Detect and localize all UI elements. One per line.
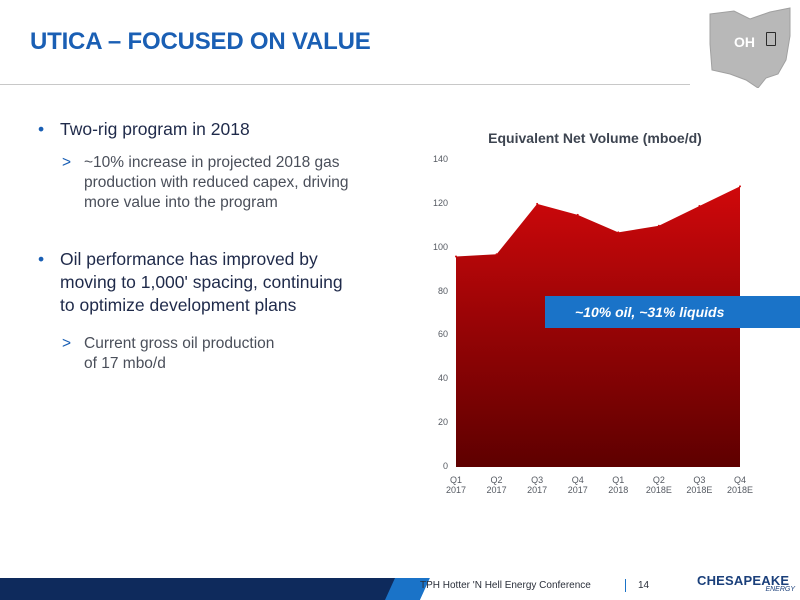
x-tick-label: Q1 2017 <box>445 475 467 495</box>
logo-wordmark: CHESAPEAKE <box>697 573 790 588</box>
location-marker-icon <box>766 32 776 46</box>
state-label: OH <box>734 34 755 50</box>
y-tick-label: 40 <box>437 373 448 384</box>
bullet-item: • Oil performance has improved by moving… <box>38 248 343 317</box>
sub-bullet-item: > ~10% increase in projected 2018 gas pr… <box>62 153 349 213</box>
logo-subtitle: ENERGY <box>765 586 795 593</box>
x-tick-label: Q2 2018E <box>645 475 672 495</box>
bullet-text: Oil performance has improved by moving t… <box>60 249 343 315</box>
x-tick-label: Q2 2017 <box>486 475 507 495</box>
data-point <box>576 213 579 216</box>
data-point <box>536 202 539 205</box>
sub-bullet-arrow: > <box>62 335 72 352</box>
y-tick-label: 140 <box>432 154 448 164</box>
footer-conference: TPH Hotter 'N Hell Energy Conference <box>420 580 591 591</box>
data-point <box>739 185 741 188</box>
bullet-item: • Two-rig program in 2018 <box>38 118 250 141</box>
page-title: UTICA – FOCUSED ON VALUE <box>30 28 371 55</box>
y-tick-label: 60 <box>437 329 448 340</box>
ohio-map-icon <box>709 7 791 88</box>
bullet-text: Two-rig program in 2018 <box>60 119 250 139</box>
sub-bullet-arrow: > <box>62 154 72 171</box>
y-tick-label: 80 <box>437 285 448 296</box>
x-tick-label: Q3 2017 <box>527 475 548 495</box>
y-tick-label: 120 <box>432 197 448 208</box>
y-tick-label: 0 <box>442 461 448 471</box>
footer-separator <box>625 579 626 592</box>
x-tick-label: Q4 2018E <box>726 475 754 495</box>
x-tick-label: Q4 2017 <box>567 475 588 495</box>
data-point <box>698 205 701 208</box>
x-tick-label: Q1 2018 <box>608 475 629 495</box>
y-tick-label: 20 <box>437 417 448 428</box>
sub-bullet-text: ~10% increase in projected 2018 gas prod… <box>84 154 349 211</box>
chart-title: Equivalent Net Volume (mboe/d) <box>488 130 702 146</box>
data-point <box>455 255 457 258</box>
data-point <box>495 253 498 256</box>
chesapeake-logo: CHESAPEAKE ENERGY <box>697 573 797 593</box>
footer-bar <box>0 578 800 600</box>
page-number: 14 <box>638 580 650 591</box>
data-point <box>617 231 620 234</box>
bullet-glyph: • <box>38 249 45 269</box>
title-divider <box>0 84 690 85</box>
sub-bullet-text: Current gross oil production of 17 mbo/d <box>84 335 275 372</box>
data-point <box>657 224 660 227</box>
bullet-glyph: • <box>38 119 45 139</box>
x-tick-label: Q3 2018E <box>686 475 713 495</box>
y-tick-label: 100 <box>432 241 448 252</box>
sub-bullet-item: > Current gross oil production of 17 mbo… <box>62 334 274 374</box>
chart-annotation: ~10% oil, ~31% liquids <box>545 296 800 328</box>
